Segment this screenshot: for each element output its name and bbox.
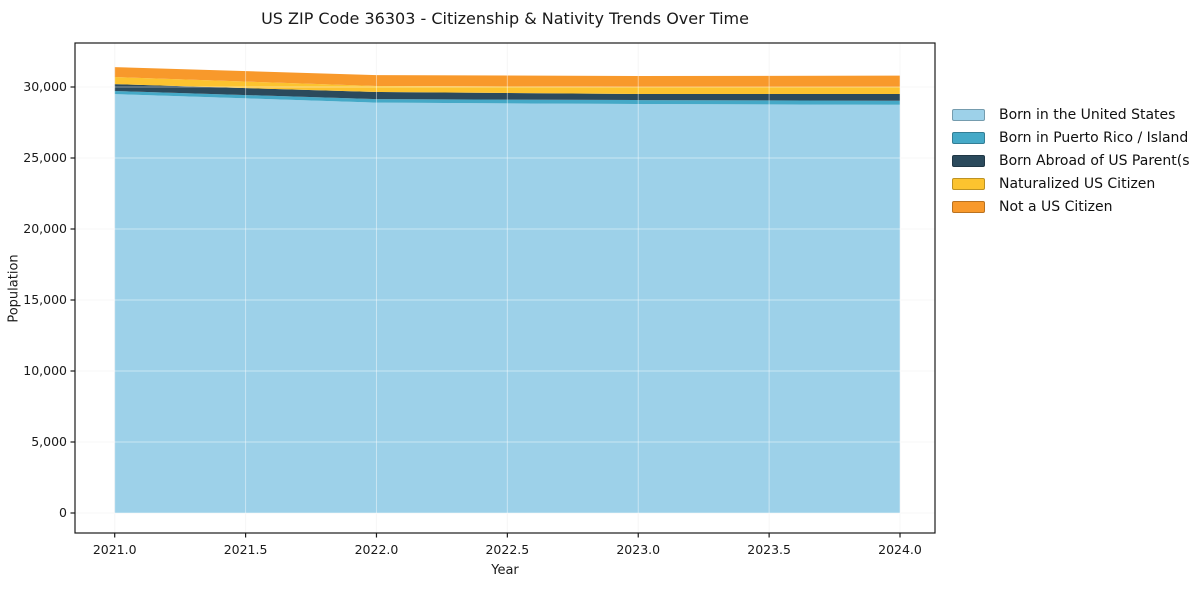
y-tick-label: 5,000: [31, 434, 67, 449]
stacked-area-series: [114, 67, 901, 513]
legend-label: Born in Puerto Rico / Islands: [999, 129, 1189, 146]
y-tick-label: 30,000: [23, 79, 67, 94]
area-naturalized-us-citizen: [114, 77, 901, 94]
gridlines-over: [75, 43, 935, 533]
legend-item-naturalized-us-citizen: Naturalized US Citizen: [952, 172, 1189, 195]
legend-label: Not a US Citizen: [999, 198, 1113, 215]
x-tick-label: 2021.0: [92, 542, 137, 557]
x-tick-label: 2022.0: [354, 542, 399, 557]
y-axis-title: Population: [6, 254, 22, 323]
legend-swatch-not-a-us-citizen: [952, 200, 985, 213]
x-axis-title: Year: [491, 563, 519, 578]
y-tick-label: 10,000: [23, 363, 67, 378]
legend-label: Born in the United States: [999, 106, 1176, 123]
legend-label: Naturalized US Citizen: [999, 175, 1156, 192]
tick-marks: [70, 86, 901, 538]
x-tick-label: 2022.5: [485, 542, 530, 557]
legend-swatch-naturalized-us-citizen: [952, 177, 985, 190]
x-tick-label: 2024.0: [878, 542, 922, 557]
plot-border: [74, 42, 936, 534]
legend-swatch-born-in-the-united-states: [952, 108, 985, 121]
x-tick-label: 2021.5: [223, 542, 268, 557]
legend-item-born-in-puerto-rico-islands: Born in Puerto Rico / Islands: [952, 126, 1189, 149]
chart-title: US ZIP Code 36303 - Citizenship & Nativi…: [261, 9, 749, 28]
area-not-a-us-citizen: [114, 67, 901, 87]
y-tick-label: 0: [59, 505, 67, 520]
legend-swatch-born-in-puerto-rico-islands: [952, 131, 985, 144]
legend-label: Born Abroad of US Parent(s): [999, 152, 1189, 169]
area-born-in-the-united-states: [114, 94, 901, 513]
y-tick-label: 15,000: [23, 292, 67, 307]
x-tick-label: 2023.5: [747, 542, 791, 557]
legend-item-born-abroad-of-us-parent-s: Born Abroad of US Parent(s): [952, 149, 1189, 172]
legend-swatch-born-abroad-of-us-parent-s: [952, 154, 985, 167]
legend: Born in the United States Born in Puerto …: [952, 103, 1189, 218]
y-tick-label: 20,000: [23, 221, 67, 236]
x-tick-label: 2023.0: [616, 542, 661, 557]
legend-item-not-a-us-citizen: Not a US Citizen: [952, 195, 1189, 218]
legend-item-born-in-the-united-states: Born in the United States: [952, 103, 1189, 126]
area-born-abroad-of-us-parent-s: [114, 84, 901, 101]
area-born-in-puerto-rico-islands: [114, 90, 901, 105]
y-tick-label: 25,000: [23, 150, 67, 165]
